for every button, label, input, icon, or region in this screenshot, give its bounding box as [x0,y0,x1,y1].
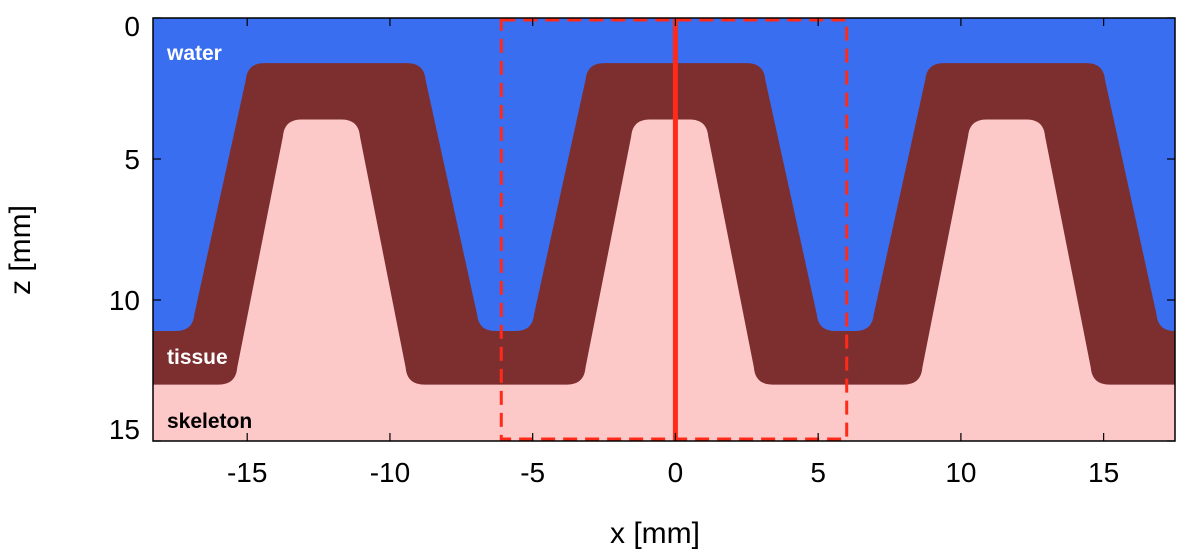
y-tick-label: 5 [124,144,140,175]
region-label-skeleton: skeleton [167,410,252,433]
plot-area: water tissue skeleton [152,17,1176,442]
x-axis: -15 -10 -5 0 5 10 15 [227,18,1119,488]
x-tick-label: 15 [1088,457,1119,488]
x-tick-label: 0 [668,457,684,488]
region-label-water: water [166,42,222,65]
x-tick-label: 5 [810,457,826,488]
skeleton-region [153,119,1175,441]
x-tick-label: 10 [945,457,976,488]
region-label-tissue: tissue [167,346,228,369]
x-tick-label: -15 [227,457,267,488]
x-tick-label: -5 [520,457,545,488]
x-axis-label: x [mm] [610,517,700,550]
plot-layers [153,18,1175,441]
y-tick-label: 0 [124,11,140,42]
y-axis-label: z [mm] [4,205,37,295]
y-tick-label: 10 [109,285,140,316]
y-tick-label: 15 [109,414,140,445]
plot-frame [152,17,1176,442]
x-tick-label: -10 [370,457,410,488]
y-axis: 0 5 10 15 [109,11,1175,445]
